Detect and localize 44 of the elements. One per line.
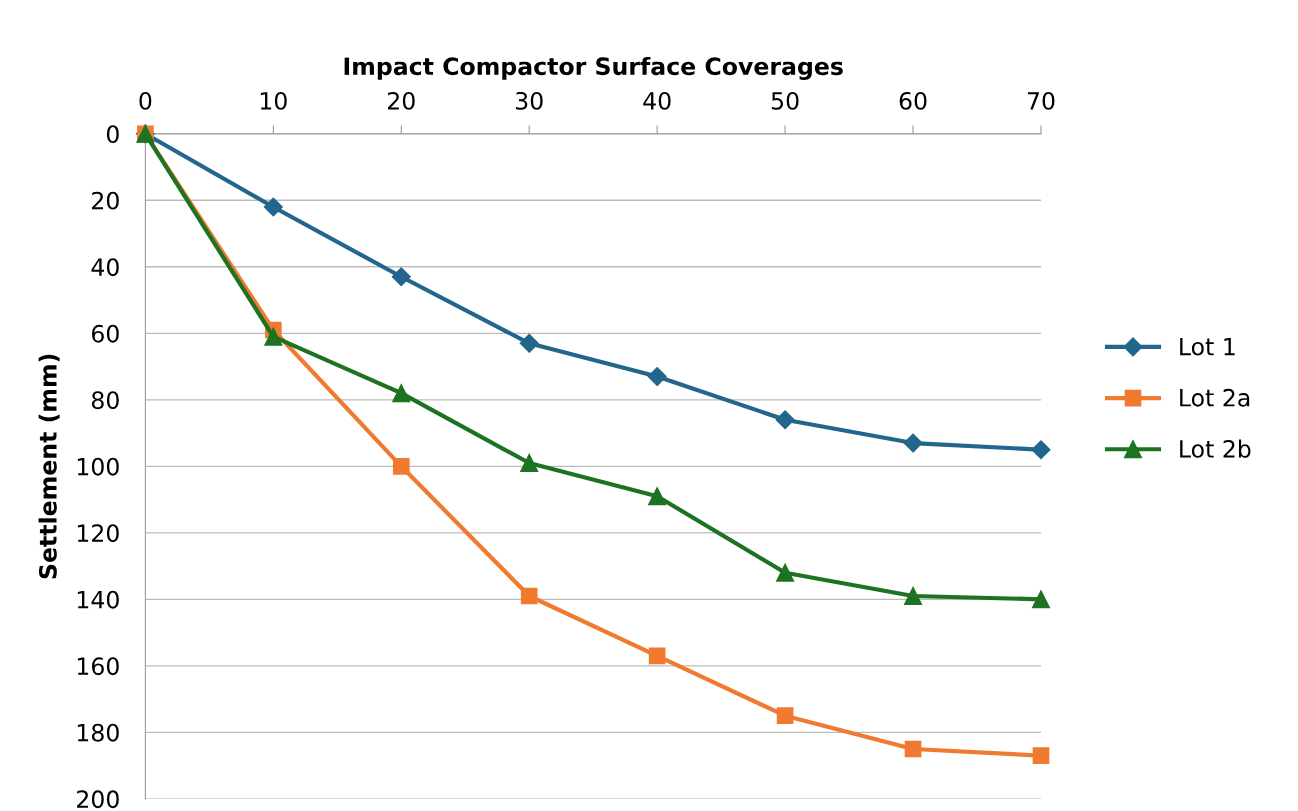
point	[904, 586, 923, 606]
point	[1032, 747, 1050, 764]
y-tick-label: 60	[91, 324, 119, 343]
x-tick-label: 10	[260, 91, 287, 110]
legend-label: Lot 2a	[1180, 388, 1250, 407]
y-tick-label: 120	[77, 524, 119, 543]
x-axis-title: Impact Compactor Surface Coverages	[344, 56, 843, 80]
point	[392, 384, 411, 403]
point	[904, 740, 922, 758]
y-tick-label: 180	[77, 723, 119, 742]
y-tick-label: 100	[77, 457, 119, 476]
point	[776, 563, 795, 582]
y-tick-label: 20	[92, 191, 119, 210]
y-tick-label: 40	[91, 258, 119, 277]
point	[648, 647, 666, 665]
y-tick-label: 80	[91, 391, 119, 410]
x-tick-label: 70	[1027, 91, 1055, 110]
point	[392, 457, 410, 475]
x-tick-label: 40	[643, 91, 671, 110]
x-tick-label: 30	[515, 91, 543, 110]
point	[1031, 590, 1051, 609]
point	[263, 197, 283, 217]
y-tick-label: 140	[77, 590, 119, 609]
point	[519, 333, 539, 353]
y-axis-title: Settlement (mm)	[38, 354, 60, 579]
point	[648, 487, 667, 506]
x-tick-label: 60	[899, 91, 927, 110]
point	[520, 453, 539, 473]
x-tick-label: 20	[387, 91, 415, 110]
y-tick-label: 200	[77, 790, 119, 809]
point	[776, 707, 794, 725]
point	[775, 410, 795, 430]
point	[264, 327, 283, 346]
legend-label: Lot 1	[1180, 337, 1235, 356]
point	[1031, 440, 1051, 460]
point	[391, 267, 411, 287]
point	[903, 433, 923, 453]
point	[520, 587, 538, 605]
y-tick-label: 0	[106, 125, 119, 144]
x-tick-label: 50	[771, 91, 799, 110]
point	[647, 367, 667, 387]
x-tick-label: 0	[139, 91, 152, 110]
y-tick-label: 160	[77, 657, 119, 676]
legend-label: Lot 2b	[1180, 439, 1251, 458]
